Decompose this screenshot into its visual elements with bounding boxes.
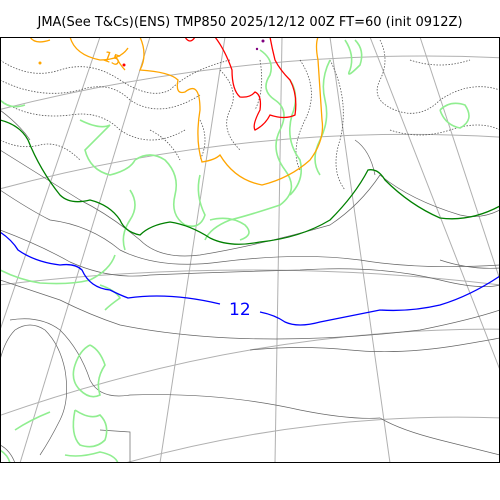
red-isotherm <box>184 37 297 131</box>
purple-dot <box>261 39 265 43</box>
latitude-line <box>0 328 500 416</box>
orange-dot <box>38 61 42 65</box>
isotherm-label-12: 12 <box>229 300 251 320</box>
orange-isotherm <box>29 37 324 186</box>
light-green-contours <box>0 39 470 463</box>
coastlines <box>0 109 500 463</box>
map-frame <box>0 37 500 463</box>
purple-dot <box>255 47 259 51</box>
latitude-line <box>123 416 500 463</box>
longitude-line <box>19 37 151 463</box>
dotted-contours <box>0 39 500 191</box>
longitude-line <box>369 37 500 371</box>
graticule <box>0 37 500 463</box>
blue-isotherm <box>0 231 500 326</box>
red-dot <box>122 63 126 67</box>
latitude-line <box>0 55 500 110</box>
latitude-line <box>0 269 500 286</box>
longitude-line <box>329 37 391 463</box>
longitude-line <box>274 37 283 463</box>
isotherm-label-15: 15 <box>101 49 123 70</box>
longitude-line <box>159 37 226 463</box>
weather-map: 12 15 <box>0 37 500 463</box>
latitude-line <box>0 133 500 190</box>
longitude-line <box>0 37 101 331</box>
green-isotherm <box>0 119 500 245</box>
map-title: JMA(See T&Cs)(ENS) TMP850 2025/12/12 00Z… <box>37 15 463 30</box>
longitude-line <box>419 37 500 281</box>
orange-isotherm-fragment <box>114 54 126 71</box>
